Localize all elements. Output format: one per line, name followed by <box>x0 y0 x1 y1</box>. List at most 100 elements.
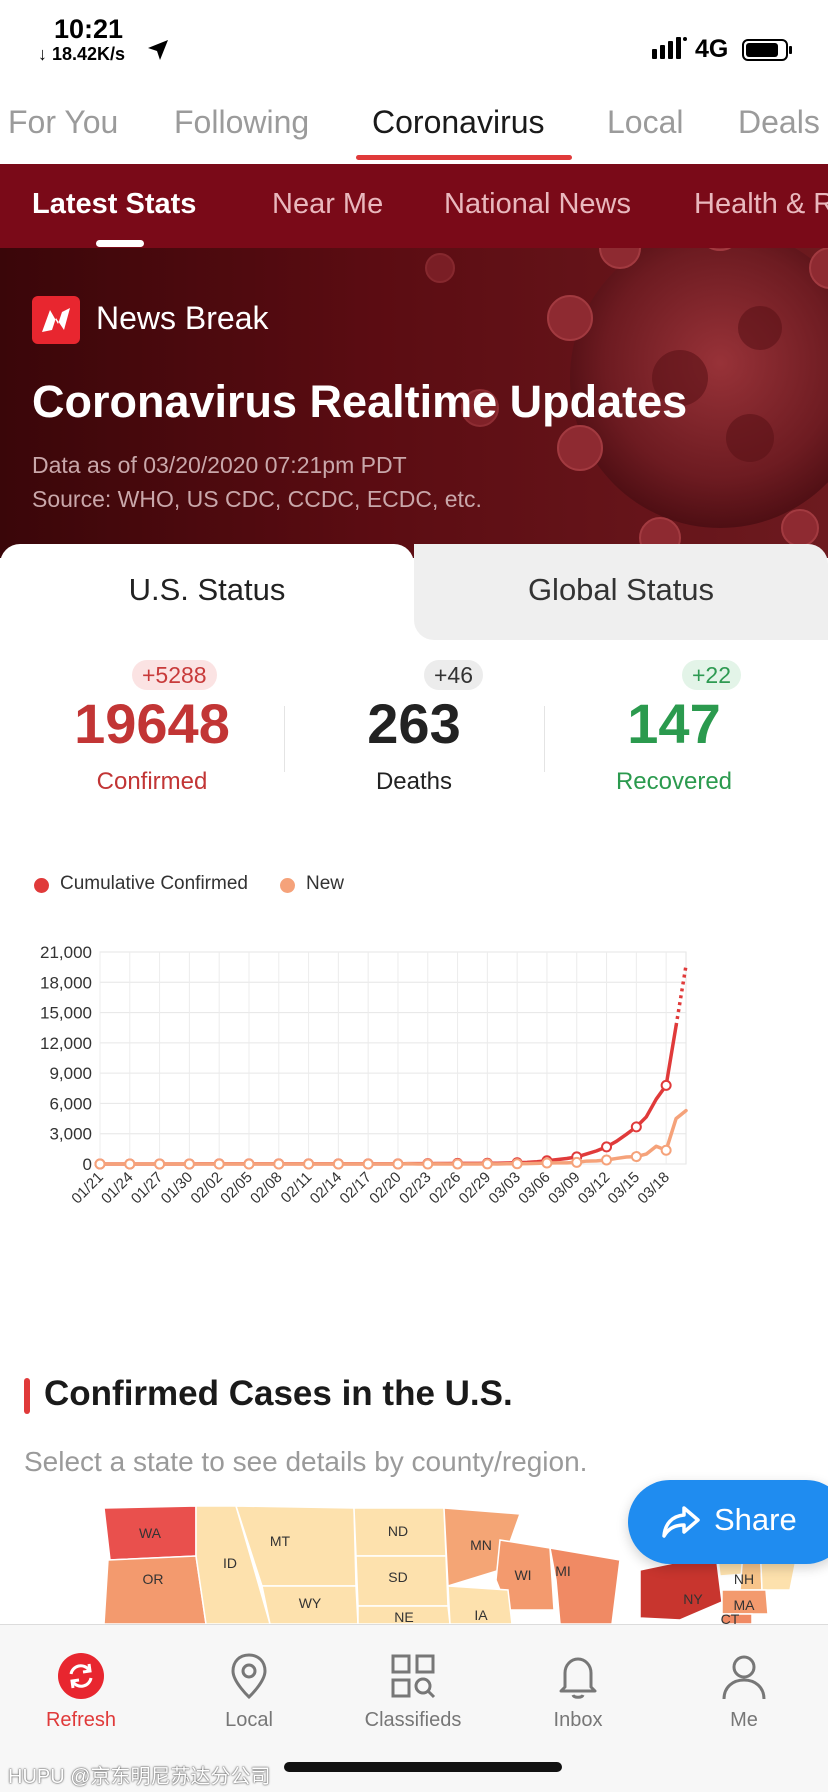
x-tick-label: 03/15 <box>605 1169 644 1208</box>
news-break-logo <box>32 296 80 344</box>
network-type: 4G <box>695 35 729 63</box>
state-label: MN <box>470 1537 492 1553</box>
tab-local[interactable]: Local <box>607 104 684 140</box>
x-tick-label: 02/23 <box>396 1169 435 1208</box>
divider <box>544 706 545 772</box>
nav-local[interactable]: Local <box>184 1637 314 1747</box>
hero-banner: News Break Coronavirus Realtime Updates … <box>0 248 828 558</box>
tab-coronavirus[interactable]: Coronavirus <box>372 104 545 140</box>
data-point <box>452 1158 464 1170</box>
top-tab-bar: For You Following Coronavirus Local Deal… <box>0 82 828 164</box>
state-label: ND <box>388 1523 408 1539</box>
deaths-delta-badge: +46 <box>424 660 484 690</box>
home-indicator[interactable] <box>284 1762 562 1772</box>
x-tick-label: 01/30 <box>158 1169 197 1208</box>
nav-refresh-label: Refresh <box>45 1709 117 1731</box>
virus-illustration <box>425 248 828 558</box>
x-tick-label: 03/06 <box>515 1169 554 1208</box>
state-ct[interactable] <box>721 1613 753 1624</box>
data-point <box>660 1144 672 1156</box>
y-tick-label: 18,000 <box>40 973 92 992</box>
state-label: IA <box>474 1607 488 1623</box>
deaths-label: Deaths <box>375 768 453 795</box>
tab-deals[interactable]: Deals <box>738 104 820 140</box>
state-mi[interactable] <box>549 1547 621 1624</box>
divider <box>284 706 285 772</box>
x-tick-label: 02/02 <box>187 1169 226 1208</box>
x-tick-label: 02/17 <box>336 1169 375 1208</box>
data-point <box>243 1158 255 1170</box>
state-ne[interactable] <box>357 1605 451 1624</box>
state-ia[interactable] <box>447 1585 513 1624</box>
state-label: SD <box>388 1569 407 1585</box>
tab-following[interactable]: Following <box>174 104 310 140</box>
nav-refresh[interactable]: Refresh <box>16 1637 146 1747</box>
state-ma[interactable] <box>721 1589 769 1615</box>
legend-cumulative-label: Cumulative Confirmed <box>60 873 248 894</box>
new-dot-icon <box>280 878 295 893</box>
data-point <box>422 1158 434 1170</box>
state-label: NE <box>394 1609 413 1624</box>
state-or[interactable] <box>103 1555 207 1624</box>
tab-us-status[interactable]: U.S. Status <box>0 544 414 640</box>
tab-global-status[interactable]: Global Status <box>414 544 828 640</box>
data-point <box>481 1158 493 1170</box>
state-wi[interactable] <box>495 1539 555 1611</box>
watermark: HUPU @京东明尼苏达分公司 <box>8 1766 271 1788</box>
page-title: Coronavirus Realtime Updates <box>32 376 688 427</box>
status-bar: 10:21 ↓ 18.42K/s 4G <box>0 0 828 80</box>
stat-confirmed: +5288 19648 Confirmed <box>22 660 282 796</box>
data-point <box>660 1079 672 1091</box>
recovered-count: 147 <box>627 692 721 755</box>
refresh-icon <box>58 1653 104 1699</box>
tab-for-you[interactable]: For You <box>8 104 119 140</box>
state-label: ID <box>223 1555 237 1571</box>
y-tick-label: 3,000 <box>49 1125 92 1144</box>
user-icon <box>722 1655 766 1700</box>
y-tick-label: 15,000 <box>40 1004 92 1023</box>
share-button[interactable]: Share <box>628 1480 828 1564</box>
subtab-latest-stats[interactable]: Latest Stats <box>32 188 197 220</box>
x-tick-label: 02/29 <box>456 1169 495 1208</box>
state-label: WA <box>139 1525 162 1541</box>
data-point <box>601 1154 613 1166</box>
us-state-map[interactable]: WAORIDMTWYNDSDNEMNWIMIIANYVTNHMEMACT <box>0 1490 828 1624</box>
nav-classifieds[interactable]: Classifieds <box>348 1637 478 1747</box>
x-tick-label: 03/12 <box>575 1169 614 1208</box>
section-title: Confirmed Cases in the U.S. <box>44 1374 513 1413</box>
data-point <box>571 1156 583 1168</box>
y-tick-label: 9,000 <box>49 1064 92 1083</box>
data-point <box>154 1158 166 1170</box>
bell-icon <box>559 1657 597 1699</box>
data-point <box>332 1158 344 1170</box>
location-arrow-icon <box>148 40 168 60</box>
x-tick-label: 02/05 <box>217 1169 256 1208</box>
cases-line-chart[interactable]: 0 3,000 6,000 9,000 12,000 15,000 18,000 21,000… <box>20 930 810 1280</box>
data-point <box>630 1151 642 1163</box>
legend-new-label: New <box>306 873 345 894</box>
nav-me[interactable]: Me <box>679 1637 809 1747</box>
data-source: Source: WHO, US CDC, CCDC, ECDC, etc. <box>32 486 482 512</box>
state-label: WI <box>514 1567 531 1583</box>
x-tick-label: 02/14 <box>307 1169 346 1208</box>
data-point <box>511 1158 523 1170</box>
subtab-near-me[interactable]: Near Me <box>272 188 384 220</box>
recovered-label: Recovered <box>615 768 733 795</box>
state-id[interactable] <box>195 1505 271 1624</box>
status-tab-switch: U.S. Status Global Status <box>0 544 828 640</box>
confirmed-count: 19648 <box>74 692 230 755</box>
data-point <box>273 1158 285 1170</box>
subtab-health[interactable]: Health & R <box>694 188 828 220</box>
subtab-national-news[interactable]: National News <box>444 188 631 220</box>
y-tick-label: 21,000 <box>40 943 92 962</box>
nav-inbox[interactable]: Inbox <box>513 1637 643 1747</box>
battery-icon <box>742 39 792 61</box>
share-arrow-icon <box>662 1506 700 1538</box>
x-tick-label: 02/11 <box>278 1169 316 1207</box>
series-cumulative-line <box>98 1024 678 1166</box>
state-wy[interactable] <box>261 1585 359 1624</box>
x-tick-label: 01/21 <box>68 1169 107 1208</box>
data-point <box>213 1158 225 1170</box>
section-accent-bar <box>24 1378 30 1414</box>
